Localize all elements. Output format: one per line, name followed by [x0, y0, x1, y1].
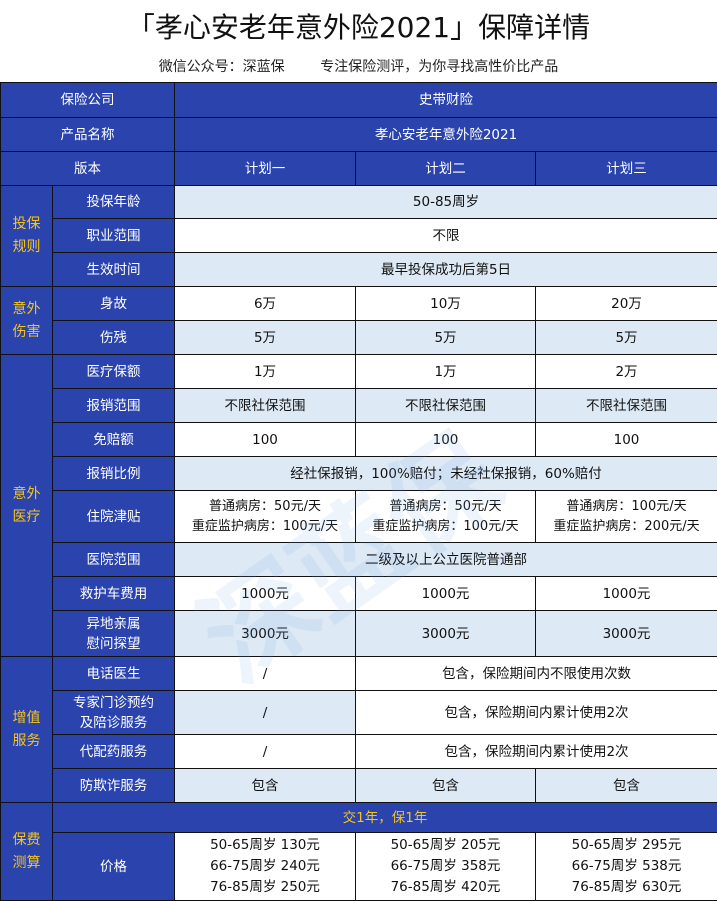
cell: 6万: [174, 286, 356, 321]
cell: 50-85周岁: [173, 185, 717, 219]
row-label: 异地亲属 慰问探望: [52, 610, 175, 657]
cell: 包含: [355, 768, 536, 803]
cell: 包含: [174, 768, 356, 803]
row-label: 医院范围: [52, 542, 175, 577]
plan-2-header: 计划二: [355, 151, 536, 186]
row-label: 投保年龄: [52, 185, 175, 219]
row-label: 伤残: [52, 320, 175, 355]
cell: 3000元: [174, 610, 356, 657]
cell: 最早投保成功后第5日: [173, 252, 717, 287]
cell: 包含，保险期间内累计使用2次: [354, 690, 717, 735]
table-row: 报销范围 不限社保范围 不限社保范围 不限社保范围: [1, 388, 717, 423]
cell: 不限社保范围: [355, 388, 536, 423]
cell: 100: [355, 422, 536, 457]
cell: 100: [174, 422, 356, 457]
cell: 20万: [534, 286, 717, 321]
table-row: 免赔额 100 100 100: [1, 422, 717, 457]
table-row: 投保 规则 投保年龄 50-85周岁: [0, 185, 717, 287]
plan-1-header: 计划一: [174, 151, 356, 186]
row-label: 住院津贴: [52, 490, 175, 543]
table-row: 产品名称 孝心安老年意外险2021: [0, 117, 717, 152]
row-label: 电话医生: [52, 656, 175, 691]
row-label: 医疗保额: [52, 354, 175, 389]
version-label: 版本: [0, 151, 175, 186]
section-premium: 保费 测算: [0, 802, 53, 901]
table-row: 代配药服务 / 包含，保险期间内累计使用2次: [1, 734, 717, 769]
cell: 1000元: [174, 576, 356, 611]
cell: 2万: [534, 354, 717, 389]
row-label: 专家门诊预约 及陪诊服务: [52, 690, 175, 735]
table-row: 保费 测算 交1年，保1年: [0, 802, 717, 901]
table-row: 意外 医疗 医疗保额 1万 1万 2万: [0, 354, 717, 657]
cell: 3000元: [534, 610, 717, 657]
table-row: 报销比例 经社保报销，100%赔付；未经社保报销，60%赔付: [1, 456, 717, 491]
cell: 5万: [174, 320, 356, 355]
table-row: 专家门诊预约 及陪诊服务 / 包含，保险期间内累计使用2次: [1, 690, 717, 735]
cell: 1000元: [534, 576, 717, 611]
cell: 5万: [534, 320, 717, 355]
cell: 5万: [355, 320, 536, 355]
section-service: 增值 服务: [0, 656, 53, 803]
company-label: 保险公司: [0, 82, 175, 118]
row-label: 生效时间: [52, 252, 175, 287]
table-row: 意外 伤害 身故 6万 10万 20万: [0, 286, 717, 355]
row-label: 职业范围: [52, 218, 175, 253]
cell: /: [174, 690, 356, 735]
cell: 二级及以上公立医院普通部: [173, 542, 717, 577]
table-row: 价格 50-65周岁 130元 66-75周岁 240元 76-85周岁 250元…: [1, 832, 717, 901]
cell: 1万: [174, 354, 356, 389]
cell: 包含，保险期间内累计使用2次: [354, 734, 717, 769]
product-value: 孝心安老年意外险2021: [173, 117, 717, 152]
row-label: 代配药服务: [52, 734, 175, 769]
cell: 普通病房：100元/天 重症监护病房：200元/天: [534, 490, 717, 543]
section-accident: 意外 伤害: [0, 286, 53, 355]
product-label: 产品名称: [0, 117, 175, 152]
table-row: 保险公司 史带财险: [0, 82, 717, 118]
cell: /: [174, 656, 356, 691]
cell: 普通病房：50元/天 重症监护病房：100元/天: [355, 490, 536, 543]
table-row: 救护车费用 1000元 1000元 1000元: [1, 576, 717, 611]
row-label: 身故: [52, 286, 175, 321]
table-row: 版本 计划一 计划二 计划三: [0, 151, 717, 186]
section-medical: 意外 医疗: [0, 354, 53, 657]
row-label: 报销范围: [52, 388, 175, 423]
table-row: 住院津贴 普通病房：50元/天 重症监护病房：100元/天 普通病房：50元/天 重…: [1, 490, 717, 543]
coverage-table: 保险公司 史带财险 产品名称 孝心安老年意外险2021 版本 计划一 计划二 计划三 投保…: [0, 82, 717, 901]
row-label: 救护车费用: [52, 576, 175, 611]
row-label: 防欺诈服务: [52, 768, 175, 803]
cell: 经社保报销，100%赔付；未经社保报销，60%赔付: [173, 456, 717, 491]
cell: 普通病房：50元/天 重症监护病房：100元/天: [174, 490, 356, 543]
cell: 不限社保范围: [174, 388, 356, 423]
table-row: 增值 服务 电话医生 / 包含，保险期间内不限使用次数: [0, 656, 717, 803]
cell: 包含，保险期间内不限使用次数: [354, 656, 717, 691]
plan-3-header: 计划三: [534, 151, 717, 186]
table-row: 职业范围 不限: [1, 218, 717, 253]
cell: 100: [534, 422, 717, 457]
term-row: 交1年，保1年: [51, 802, 717, 833]
cell: 包含: [534, 768, 717, 803]
table-row: 医院范围 二级及以上公立医院普通部: [1, 542, 717, 577]
cell: 10万: [355, 286, 536, 321]
table-row: 生效时间 最早投保成功后第5日: [1, 252, 717, 287]
table-row: 伤残 5万 5万 5万: [1, 320, 717, 355]
subtitle: 微信公众号：深蓝保 专注保险测评，为你寻找高性价比产品: [158, 59, 559, 75]
table-row: 防欺诈服务 包含 包含 包含: [1, 768, 717, 803]
row-label: 免赔额: [52, 422, 175, 457]
cell: 不限: [173, 218, 717, 253]
cell: 不限社保范围: [534, 388, 717, 423]
cell: 50-65周岁 205元 66-75周岁 358元 76-85周岁 420元: [355, 832, 536, 901]
cell: 1万: [355, 354, 536, 389]
cell: 3000元: [355, 610, 536, 657]
section-rules: 投保 规则: [0, 185, 53, 287]
page-title: 「孝心安老年意外险2021」保障详情: [126, 11, 591, 44]
cell: 50-65周岁 130元 66-75周岁 240元 76-85周岁 250元: [174, 832, 356, 901]
row-label: 报销比例: [52, 456, 175, 491]
table-row: 异地亲属 慰问探望 3000元 3000元 3000元: [1, 610, 717, 657]
cell: 1000元: [355, 576, 536, 611]
row-label: 价格: [52, 832, 175, 901]
cell: 50-65周岁 295元 66-75周岁 538元 76-85周岁 630元: [534, 832, 717, 901]
cell: /: [174, 734, 356, 769]
company-value: 史带财险: [173, 82, 717, 118]
